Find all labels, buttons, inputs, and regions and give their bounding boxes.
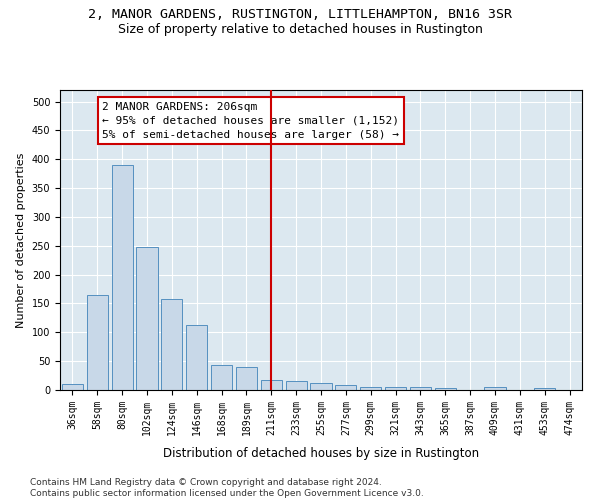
- Text: Contains HM Land Registry data © Crown copyright and database right 2024.
Contai: Contains HM Land Registry data © Crown c…: [30, 478, 424, 498]
- Bar: [62, 384, 83, 390]
- Bar: [236, 367, 257, 390]
- Text: Size of property relative to detached houses in Rustington: Size of property relative to detached ho…: [118, 22, 482, 36]
- Bar: [136, 248, 158, 390]
- Bar: [484, 387, 506, 390]
- Bar: [335, 386, 356, 390]
- Bar: [310, 382, 332, 390]
- Y-axis label: Number of detached properties: Number of detached properties: [16, 152, 26, 328]
- Bar: [435, 388, 456, 390]
- Bar: [161, 300, 182, 390]
- Bar: [534, 388, 555, 390]
- Bar: [286, 382, 307, 390]
- Bar: [87, 295, 108, 390]
- Text: 2, MANOR GARDENS, RUSTINGTON, LITTLEHAMPTON, BN16 3SR: 2, MANOR GARDENS, RUSTINGTON, LITTLEHAMP…: [88, 8, 512, 20]
- Bar: [385, 387, 406, 390]
- Bar: [410, 387, 431, 390]
- Bar: [186, 325, 207, 390]
- Text: Distribution of detached houses by size in Rustington: Distribution of detached houses by size …: [163, 448, 479, 460]
- Bar: [360, 386, 381, 390]
- Bar: [261, 380, 282, 390]
- Bar: [211, 364, 232, 390]
- Text: 2 MANOR GARDENS: 206sqm
← 95% of detached houses are smaller (1,152)
5% of semi-: 2 MANOR GARDENS: 206sqm ← 95% of detache…: [102, 102, 399, 140]
- Bar: [112, 165, 133, 390]
